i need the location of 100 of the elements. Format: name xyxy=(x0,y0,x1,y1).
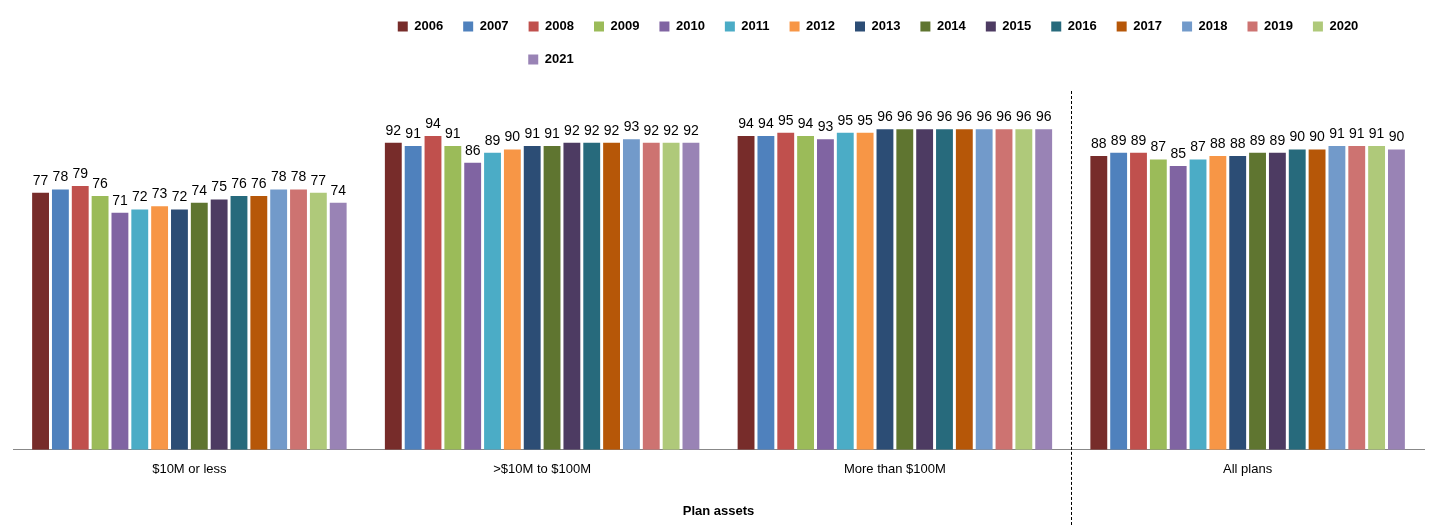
data-label: 90 xyxy=(1289,128,1306,145)
bar xyxy=(1388,149,1405,450)
data-label: 89 xyxy=(1110,131,1127,148)
bar xyxy=(1308,149,1326,450)
data-label: 94 xyxy=(425,114,441,131)
data-label: 95 xyxy=(777,111,794,128)
bar xyxy=(737,136,755,450)
bar xyxy=(32,192,49,450)
bar xyxy=(563,142,581,450)
data-label: 74 xyxy=(330,181,347,198)
data-label: 91 xyxy=(524,124,541,141)
bar xyxy=(1090,156,1108,450)
data-label: 92 xyxy=(683,121,699,138)
bar xyxy=(384,142,402,450)
legend-label: 2017 xyxy=(1133,18,1163,34)
data-label: 91 xyxy=(445,124,461,141)
bar xyxy=(1130,152,1147,450)
data-label: 89 xyxy=(1249,131,1266,148)
data-label: 89 xyxy=(1130,131,1147,148)
bar xyxy=(1149,159,1167,450)
bar xyxy=(642,142,660,450)
bar xyxy=(1249,152,1266,450)
data-label: 73 xyxy=(151,184,168,201)
legend-label: 2008 xyxy=(545,18,575,34)
bar xyxy=(816,139,834,450)
data-label: 96 xyxy=(916,108,933,125)
legend-label: 2010 xyxy=(675,18,705,34)
bar xyxy=(975,129,993,450)
bar xyxy=(1328,146,1346,450)
bar xyxy=(757,136,775,450)
bar xyxy=(210,199,228,450)
data-label: 79 xyxy=(72,164,89,181)
legend-label: 2015 xyxy=(1002,18,1032,34)
bar xyxy=(583,142,601,450)
data-label: 89 xyxy=(1269,131,1286,148)
bar xyxy=(622,139,640,450)
legend-label: 2007 xyxy=(479,18,509,34)
bar xyxy=(444,146,462,450)
data-label: 92 xyxy=(385,121,402,138)
x-axis-title: Plan assets xyxy=(682,502,755,518)
bar xyxy=(836,132,854,450)
data-label: 88 xyxy=(1091,134,1107,151)
data-label: 93 xyxy=(817,118,834,135)
data-label: 94 xyxy=(738,114,755,131)
bar xyxy=(896,129,914,450)
bar xyxy=(955,129,973,450)
legend-label: 2014 xyxy=(936,18,967,34)
bar xyxy=(71,186,89,450)
bar xyxy=(797,136,815,450)
bar xyxy=(424,136,442,450)
bar xyxy=(404,146,422,450)
bar xyxy=(1348,146,1366,450)
data-label: 95 xyxy=(837,111,854,128)
data-label: 76 xyxy=(251,174,267,191)
bar xyxy=(329,202,347,450)
data-label: 91 xyxy=(1368,124,1385,141)
bar xyxy=(1110,152,1128,450)
bar xyxy=(1229,156,1247,450)
data-label: 96 xyxy=(936,108,953,125)
x-tick-label: $10M or less xyxy=(152,461,228,477)
data-label: 94 xyxy=(758,114,774,131)
data-label: 71 xyxy=(112,191,128,208)
bar xyxy=(682,142,700,450)
x-tick-label: All plans xyxy=(1223,461,1273,477)
data-label: 89 xyxy=(484,131,501,148)
bar xyxy=(603,142,621,450)
bar xyxy=(995,129,1013,450)
data-label: 77 xyxy=(310,171,327,188)
legend-label: 2011 xyxy=(741,18,770,34)
data-label: 92 xyxy=(564,121,580,138)
bar xyxy=(91,196,109,450)
bar xyxy=(270,189,288,450)
legend-label: 2018 xyxy=(1198,18,1228,34)
bar xyxy=(464,162,482,450)
bar xyxy=(1015,129,1033,450)
data-label: 92 xyxy=(603,121,620,138)
data-label: 72 xyxy=(131,188,148,205)
legend-label: 2013 xyxy=(871,18,901,34)
data-label: 86 xyxy=(464,141,481,158)
bar xyxy=(856,132,874,450)
bar xyxy=(1189,159,1207,450)
bar xyxy=(1268,152,1286,450)
data-label: 91 xyxy=(1329,124,1345,141)
legend-label: 2012 xyxy=(806,18,835,34)
data-label: 92 xyxy=(583,121,600,138)
bar xyxy=(171,209,188,450)
data-label: 78 xyxy=(52,168,69,185)
data-label: 91 xyxy=(1348,124,1365,141)
data-label: 96 xyxy=(1016,108,1032,125)
data-label: 92 xyxy=(643,121,660,138)
legend-label: 2016 xyxy=(1067,18,1097,34)
data-label: 92 xyxy=(663,121,680,138)
data-label: 87 xyxy=(1150,138,1167,155)
bar xyxy=(484,152,501,450)
bar xyxy=(777,132,795,450)
bar xyxy=(523,146,541,450)
legend-label: 2021 xyxy=(544,51,574,67)
bar xyxy=(1368,146,1386,450)
bar xyxy=(543,146,561,450)
data-label: 85 xyxy=(1170,144,1187,161)
